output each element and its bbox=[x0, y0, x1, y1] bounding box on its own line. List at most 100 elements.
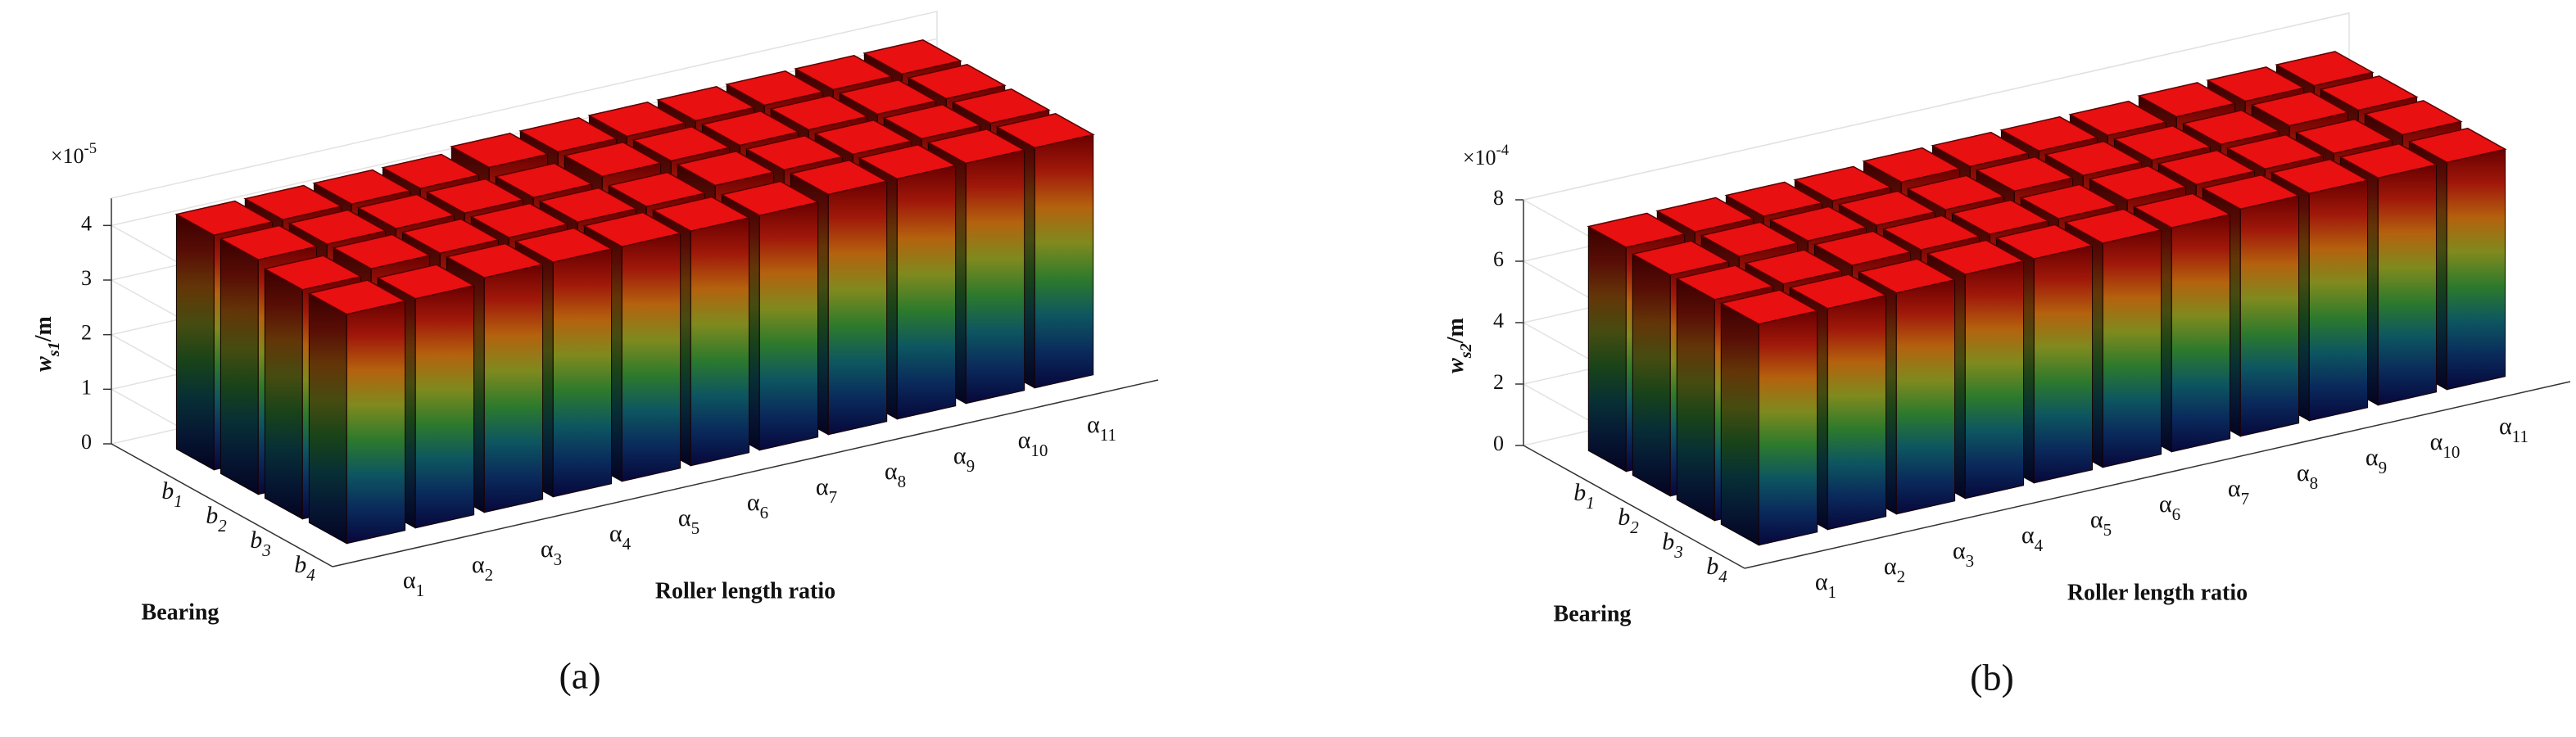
x-tick-label: α6 bbox=[747, 489, 768, 522]
z-tick-label: 3 bbox=[81, 266, 92, 290]
bar-front bbox=[2446, 148, 2506, 391]
bar-top bbox=[745, 135, 844, 171]
bar-top bbox=[1837, 190, 1937, 226]
bar-top bbox=[381, 153, 481, 189]
z-title-subscript: s2 bbox=[1457, 343, 1475, 359]
y-tick-label: b1 bbox=[161, 477, 183, 511]
bar-top bbox=[1994, 224, 2094, 260]
bar-front bbox=[896, 165, 957, 420]
bar-top bbox=[2157, 149, 2257, 186]
bar-top bbox=[1950, 199, 2050, 235]
bar-top bbox=[2068, 100, 2168, 137]
bar-top bbox=[2088, 165, 2188, 201]
x-tick-label: α3 bbox=[541, 536, 562, 569]
bar-top bbox=[1975, 156, 2075, 192]
bar-front bbox=[2102, 229, 2162, 468]
bar-top bbox=[725, 70, 825, 106]
y-tick-label: b3 bbox=[1662, 528, 1683, 562]
bar-top bbox=[356, 193, 456, 229]
bar-front bbox=[483, 264, 544, 513]
bar-top bbox=[1931, 131, 2030, 168]
bar-top bbox=[494, 162, 594, 198]
x-tick-label: α6 bbox=[2159, 491, 2180, 524]
z-scale-exponent: -4 bbox=[1496, 142, 1510, 159]
z-tick-label: 6 bbox=[1493, 247, 1504, 271]
bar-top bbox=[1631, 240, 1731, 276]
x-tick-label: α2 bbox=[1884, 553, 1905, 586]
x-tick-label: α5 bbox=[2090, 506, 2112, 540]
bar-top bbox=[445, 242, 545, 278]
bar-top bbox=[2275, 51, 2375, 87]
x-tick-label: α5 bbox=[678, 504, 699, 538]
bar-top bbox=[2112, 124, 2212, 161]
bar-top bbox=[769, 95, 869, 131]
bar-top bbox=[838, 79, 938, 115]
z-tick-label: 4 bbox=[1493, 309, 1504, 332]
y-axis-title: Bearing bbox=[1554, 601, 1632, 626]
bar-top bbox=[587, 102, 687, 138]
bar-top bbox=[1719, 289, 1819, 325]
bar-top bbox=[332, 233, 432, 269]
bar-front bbox=[414, 285, 475, 529]
bar-top bbox=[538, 187, 638, 223]
y-axis-title: Bearing bbox=[142, 599, 220, 625]
bar-top bbox=[926, 129, 1026, 165]
bar-top bbox=[582, 211, 682, 247]
bar-front bbox=[552, 248, 613, 498]
x-tick-label: α1 bbox=[403, 567, 424, 600]
bar-top bbox=[1788, 274, 1888, 310]
bar-front bbox=[2033, 245, 2094, 484]
bar-front bbox=[1895, 279, 1956, 515]
bar-top bbox=[307, 279, 407, 315]
z-scale-base: ×10 bbox=[51, 144, 84, 168]
bar-top bbox=[656, 86, 756, 122]
bar bbox=[307, 279, 407, 545]
bar-top bbox=[1675, 265, 1775, 301]
z-scale: ×10-5 bbox=[51, 140, 97, 168]
x-tick-label: α4 bbox=[2021, 522, 2044, 555]
bar-top bbox=[2206, 66, 2306, 102]
bar-top bbox=[174, 200, 274, 236]
y-axis bbox=[1523, 445, 1745, 569]
y-tick-label: b4 bbox=[294, 551, 315, 585]
y-tick-label: b3 bbox=[250, 527, 271, 560]
bar-front bbox=[2377, 164, 2438, 406]
bar-front bbox=[346, 301, 406, 545]
bar-front bbox=[621, 233, 681, 482]
bar-top bbox=[312, 169, 412, 205]
z-title-subscript: s1 bbox=[45, 341, 63, 357]
bar-top bbox=[651, 196, 751, 232]
bar-top bbox=[1926, 239, 2026, 275]
bar-top bbox=[1813, 230, 1913, 266]
panel-label: (b) bbox=[1970, 657, 2014, 699]
bar-top bbox=[469, 202, 569, 238]
bar-top bbox=[2201, 174, 2301, 210]
bar-top bbox=[2250, 91, 2350, 127]
x-axis-title: Roller length ratio bbox=[2067, 580, 2248, 605]
z-tick-label: 0 bbox=[81, 430, 92, 454]
x-tick-label: α8 bbox=[885, 458, 906, 491]
y-tick-label: b4 bbox=[1706, 553, 1727, 586]
bar bbox=[1719, 289, 1819, 546]
bar-top bbox=[2044, 140, 2144, 177]
bar-top bbox=[1587, 212, 1686, 248]
bar-top bbox=[676, 151, 776, 187]
bar-side bbox=[175, 213, 215, 471]
z-tick-label: 2 bbox=[81, 321, 92, 345]
bar-top bbox=[720, 180, 820, 216]
bar-top bbox=[401, 218, 500, 254]
bar-front bbox=[1034, 133, 1094, 389]
bar-top bbox=[563, 142, 663, 178]
z-title-symbol: w bbox=[1443, 358, 1469, 373]
z-title-unit: /m bbox=[31, 316, 57, 342]
bar-top bbox=[450, 133, 550, 169]
bar-front bbox=[2308, 179, 2369, 422]
bar-front bbox=[1964, 260, 2025, 500]
bar-top bbox=[607, 171, 707, 207]
bar-top bbox=[789, 160, 889, 196]
x-tick-label: α10 bbox=[1018, 427, 1048, 460]
bar-front bbox=[758, 201, 819, 451]
bar-top bbox=[1768, 206, 1868, 242]
x-axis bbox=[1744, 381, 2571, 569]
bar-top bbox=[2132, 192, 2232, 228]
